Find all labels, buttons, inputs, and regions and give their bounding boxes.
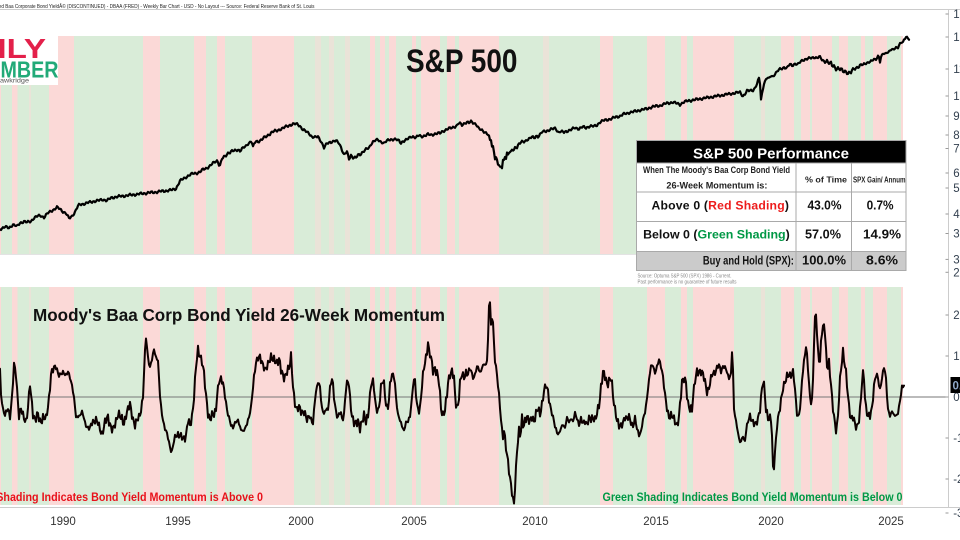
svg-text:When The Moody's Baa Corp Bond: When The Moody's Baa Corp Bond Yield (643, 165, 790, 175)
svg-text:1.0: 1.0 (953, 351, 960, 363)
svg-text:-2.0: -2.0 (953, 474, 960, 486)
svg-text:8.6%: 8.6% (866, 252, 898, 267)
svg-text:8,000: 8,000 (953, 130, 960, 142)
svg-text:9,000: 9,000 (953, 111, 960, 123)
svg-text:2000: 2000 (288, 516, 314, 528)
svg-text:43.0%: 43.0% (808, 198, 842, 213)
svg-text:2020: 2020 (758, 516, 784, 528)
svg-text:Below 0 (Green Shading): Below 0 (Green Shading) (643, 228, 790, 242)
svg-text:Above 0 (Red Shading): Above 0 (Red Shading) (652, 199, 790, 213)
svg-text:0.3: 0.3 (953, 381, 960, 393)
svg-text:2005: 2005 (401, 516, 427, 528)
svg-text:11,000: 11,000 (953, 64, 960, 76)
svg-text:Red Shading Indicates Bond Yie: Red Shading Indicates Bond Yield Momentu… (0, 490, 263, 504)
svg-text:14.9%: 14.9% (863, 227, 901, 242)
svg-text:0.7%: 0.7% (867, 198, 894, 213)
svg-text:1995: 1995 (165, 516, 191, 528)
svg-text:3,500: 3,500 (953, 229, 960, 241)
svg-text:2025: 2025 (878, 516, 904, 528)
svg-text:% of Time: % of Time (805, 176, 848, 185)
svg-text:7,000: 7,000 (953, 144, 960, 156)
svg-text:S&P 500: S&P 500 (406, 43, 518, 79)
svg-text:Past performance is no guarant: Past performance is no guarantee of futu… (638, 280, 737, 286)
svg-text:0.0: 0.0 (953, 392, 960, 404)
svg-text:-3.0: -3.0 (953, 508, 960, 520)
svg-text:NUMBER: NUMBER (0, 57, 59, 83)
svg-text:57.0%: 57.0% (805, 227, 841, 242)
svg-text:1990: 1990 (50, 516, 76, 528)
svg-text:4,000: 4,000 (953, 209, 960, 221)
svg-text:SPX Gain/ Annum: SPX Gain/ Annum (853, 176, 906, 185)
svg-text:13,000: 13,000 (953, 9, 960, 21)
svg-text:Source: Optuma S&P 500 (SPX) 1: Source: Optuma S&P 500 (SPX) 1986 - Curr… (638, 274, 732, 280)
svg-text:Moody's Seasoned Baa Corporate: Moody's Seasoned Baa Corporate Bond Yiel… (0, 3, 315, 10)
svg-text:26-Week Momentum is:: 26-Week Momentum is: (666, 180, 767, 190)
svg-text:hawkridge: hawkridge (0, 78, 30, 85)
svg-text:Buy and Hold (SPX):: Buy and Hold (SPX): (703, 255, 794, 267)
svg-text:6,000: 6,000 (953, 168, 960, 180)
svg-text:100.0%: 100.0% (802, 252, 846, 267)
svg-text:DAILY: DAILY (0, 33, 46, 64)
svg-text:Moody's Baa Corp Bond Yield 26: Moody's Baa Corp Bond Yield 26-Week Mome… (33, 305, 445, 325)
svg-text:3,000: 3,000 (953, 254, 960, 266)
svg-text:S&P 500 Performance: S&P 500 Performance (693, 146, 849, 163)
svg-text:Green Shading Indicates Bond Y: Green Shading Indicates Bond Yield Momen… (603, 490, 903, 504)
svg-text:-1.0: -1.0 (953, 433, 960, 445)
svg-text:2.0: 2.0 (953, 310, 960, 322)
svg-text:5,000: 5,000 (953, 183, 960, 195)
svg-text:10,000: 10,000 (953, 91, 960, 103)
svg-text:2015: 2015 (643, 516, 669, 528)
svg-text:2010: 2010 (522, 516, 548, 528)
svg-text:2,500: 2,500 (953, 267, 960, 279)
svg-text:12,000: 12,000 (953, 32, 960, 44)
